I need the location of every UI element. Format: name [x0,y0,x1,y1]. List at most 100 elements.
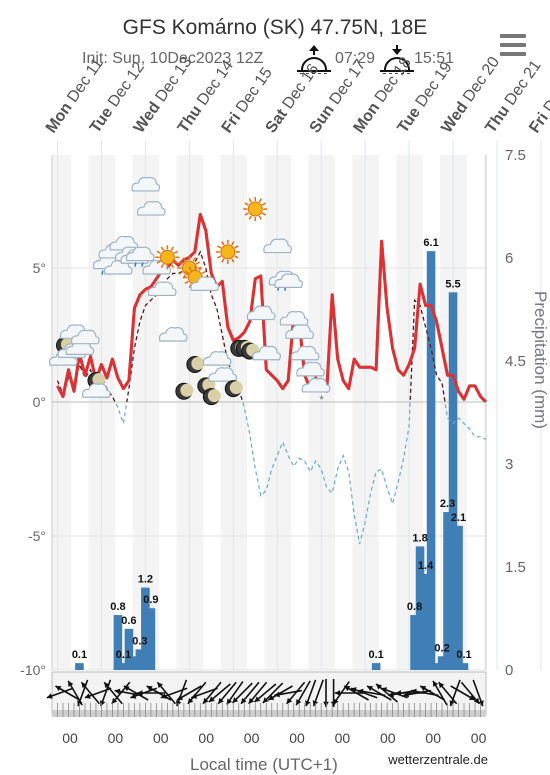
cloud-icon [109,235,139,251]
wind-arrow [334,690,363,696]
precip-value-label: 0.8 [110,601,125,613]
sun-ray [178,261,183,265]
sun-ray [261,202,267,206]
wind-arrow-head [160,693,167,699]
wind-arrow-head [420,686,427,692]
wind-arrow-head [114,688,121,695]
sun-disc [220,244,236,260]
sun-ray [234,255,239,259]
moon-crescent [180,383,194,397]
precip-bar [432,663,441,670]
wind-arrow [137,690,166,696]
moon-crescent [207,389,221,403]
wind-arrow-head [187,697,194,704]
wind-arrow-head [84,693,91,699]
wind-arrow [262,682,284,704]
cloud-shape [125,246,155,262]
cloud-shape [274,273,303,288]
cloud-icon [263,238,292,254]
sun-ray [248,215,252,220]
wind-arrow-head [157,682,163,689]
sun-ray [195,261,201,265]
temp-tick-label: 0° [33,394,46,410]
precip-bar [421,573,430,670]
day-date: Dec 16 [279,61,322,112]
wind-arrow [103,681,123,705]
rain-drop [134,262,137,267]
precip-bar [135,649,145,670]
cloud-shape [279,310,309,326]
precip-tick-label: 6 [505,250,513,267]
wind-arrow-head [241,697,247,704]
wind-arrow-head [226,698,233,705]
precip-value-label: 1.8 [412,532,427,544]
wind-arrow-head [350,687,357,693]
sun-ray [217,255,222,259]
precip-bar [371,663,381,670]
wind-arrow [350,687,378,699]
sun-ray [217,245,222,249]
rain-drop [101,270,104,275]
precip-bar [415,546,425,670]
wind-arrow-head [296,699,302,706]
hour-label: 00 [380,730,396,746]
wind-arrow [247,681,268,705]
wind-arrow-head [395,690,401,696]
sun-ray [160,263,165,269]
wind-arrow-head [262,697,269,703]
precip-value-label: 5.5 [445,278,460,290]
precip-value-label: 0.1 [72,649,87,661]
cloud-icon [285,324,314,339]
wind-arrow-head [333,698,339,705]
day-date: Dec 14 [194,57,237,108]
day-date: Dec 13 [153,54,196,105]
wind-arrow [146,685,172,701]
cloud-icon [147,281,177,297]
day-date: Dec 18 [372,54,415,105]
sun-disc [159,249,175,265]
wind-arrow-head [478,700,484,707]
wind-arrow [176,685,202,701]
sun-ray [198,266,202,271]
wind-arrow-head [286,697,293,704]
sun-ray [178,271,183,275]
wind-arrow [231,682,253,704]
wind-arrow [460,681,481,705]
wind-arrow [226,681,244,705]
wind-arrow [208,683,231,703]
day-date: Dec 21 [502,57,545,108]
wind-arrow-head [357,688,364,695]
precip-value-label: 1.4 [418,560,434,572]
wind-arrow [380,687,408,699]
local-time-label: Local time (UTC+1) [190,755,338,774]
cloud-shape [147,281,177,297]
snow-flake: * [320,394,325,406]
sun-ray [248,198,252,203]
wind-arrow-head [254,696,261,702]
night-band [52,155,72,670]
sun-icon [243,197,268,222]
hour-label: 00 [153,730,169,746]
precip-tick-label: 7.5 [505,147,526,164]
cloud-shape [202,351,232,366]
cloud-shape [263,238,292,254]
sun-ray [156,260,161,264]
cloud-icon [274,273,303,288]
precip-bar [437,656,447,670]
menu-icon[interactable] [500,34,526,56]
precip-bar [448,292,458,670]
wind-arrow-head [104,682,110,689]
wind-arrow [202,681,222,705]
wind-arrow [375,683,399,703]
hour-label: 00 [425,730,441,746]
cloud-icon [81,383,111,398]
day-date: Dec 20 [460,54,503,105]
wind-arrow [472,679,484,707]
sun-ray [173,260,179,264]
moon-icon [224,380,243,398]
cloud-shape [131,176,161,192]
dewpoint-line-warm [56,250,446,402]
wind-arrow [187,681,207,705]
wind-arrow-head [468,694,475,700]
wind-arrow-head [403,691,410,698]
